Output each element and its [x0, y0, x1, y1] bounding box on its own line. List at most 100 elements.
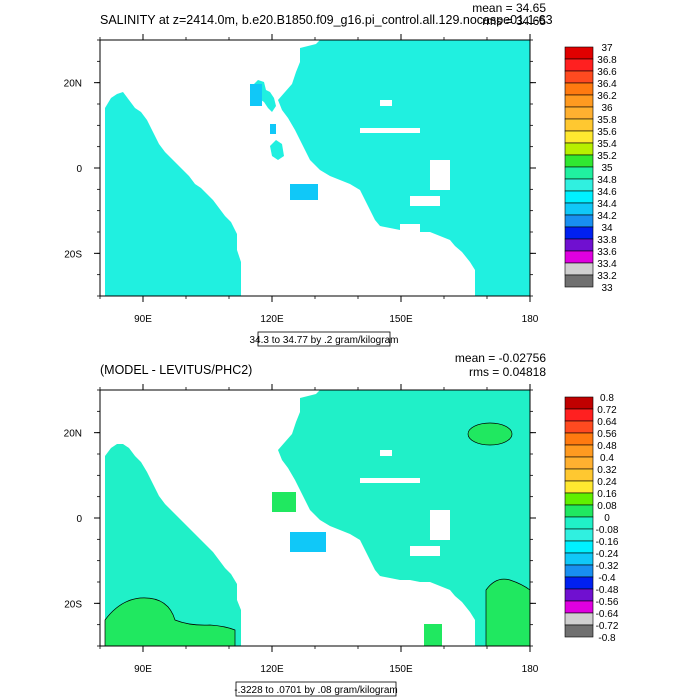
colorbar-label: 34.2 — [597, 211, 617, 222]
y-tick-label: 20S — [64, 249, 82, 260]
y-tick-label: 20S — [64, 599, 82, 610]
x-tick-label: 90E — [134, 314, 152, 325]
colorbar-swatch — [564, 178, 594, 192]
panel2-range-box — [235, 681, 397, 697]
colorbar-label: 36.8 — [597, 55, 617, 66]
colorbar-swatch — [564, 94, 594, 108]
colorbar-swatch — [564, 456, 594, 470]
colorbar-label: -0.72 — [596, 621, 619, 632]
colorbar-label: 33.4 — [597, 259, 617, 270]
land-bit-1 — [380, 100, 392, 106]
x-tick-label: 180 — [522, 314, 539, 325]
panel-salinity: SALINITY at z=2414.0m, b.e20.B1850.f09_g… — [64, 1, 617, 347]
colorbar-label: -0.56 — [596, 597, 619, 608]
diff-patch-positive-center — [272, 492, 296, 512]
colorbar-swatch — [564, 82, 594, 96]
panel1-title: SALINITY at z=2414.0m, b.e20.B1850.f09_g… — [100, 13, 553, 27]
x-tick-label: 120E — [260, 314, 284, 325]
colorbar-label: 34.8 — [597, 175, 617, 186]
panel2-rms: rms = 0.04818 — [469, 365, 546, 379]
colorbar-swatch — [564, 250, 594, 264]
land-bit-6 — [400, 224, 420, 232]
colorbar-label: 36.2 — [597, 91, 617, 102]
colorbar-label: 0.32 — [597, 465, 617, 476]
y-tick-label: 20N — [64, 79, 82, 90]
colorbar-swatch — [564, 142, 594, 156]
colorbar-label: 0.72 — [597, 405, 617, 416]
colorbar-label: 0.08 — [597, 501, 617, 512]
y-tick-label: 0 — [76, 514, 82, 525]
colorbar-label: 33.8 — [597, 235, 617, 246]
colorbar-label: 36 — [601, 103, 613, 114]
panel2-mean: mean = -0.02756 — [455, 351, 546, 365]
colorbar-swatch — [564, 214, 594, 228]
patch-low-salinity-2 — [270, 124, 276, 134]
colorbar-swatch — [564, 106, 594, 120]
colorbar-label: 0.56 — [597, 429, 617, 440]
panel1-mean: mean = 34.65 — [472, 1, 546, 15]
panel2-range-label: -.3228 to .0701 by .08 gram/kilogram — [234, 685, 397, 696]
diff-land-bit-5 — [462, 626, 472, 646]
colorbar-swatch — [564, 396, 594, 410]
land-bit-5 — [462, 276, 472, 296]
colorbar-swatch — [564, 226, 594, 240]
panel1-map — [105, 40, 530, 296]
x-tick-label: 120E — [260, 664, 284, 675]
y-tick-label: 0 — [76, 164, 82, 175]
colorbar-swatch — [564, 420, 594, 434]
colorbar-label: -0.48 — [596, 585, 619, 596]
colorbar-swatch — [564, 58, 594, 72]
colorbar-swatch — [564, 528, 594, 542]
panel1-rms: rms = 34.65 — [482, 14, 546, 28]
land-bit-4 — [410, 196, 440, 206]
ocean-south-east-bits — [480, 236, 530, 296]
colorbar-label: 36.4 — [597, 79, 617, 90]
colorbar-label: 0 — [604, 513, 610, 524]
panel2-colorbar: 0.80.720.640.560.480.40.320.240.160.080-… — [564, 393, 619, 644]
colorbar-swatch — [564, 504, 594, 518]
colorbar-label: 0.48 — [597, 441, 617, 452]
colorbar-swatch — [564, 432, 594, 446]
diff-land-bit-4 — [410, 546, 440, 556]
colorbar-swatch — [564, 202, 594, 216]
colorbar-label: -0.08 — [596, 525, 619, 536]
colorbar-label: -0.4 — [598, 573, 616, 584]
colorbar-swatch — [564, 552, 594, 566]
colorbar-swatch — [564, 516, 594, 530]
colorbar-swatch — [564, 600, 594, 614]
colorbar-label: 36.6 — [597, 67, 617, 78]
colorbar-swatch — [564, 262, 594, 276]
diff-land-bit-1 — [380, 450, 392, 456]
colorbar-swatch — [564, 492, 594, 506]
colorbar-swatch — [564, 274, 594, 288]
colorbar-swatch — [564, 444, 594, 458]
colorbar-swatch — [564, 118, 594, 132]
colorbar-label: 34 — [601, 223, 613, 234]
colorbar-swatch — [564, 612, 594, 626]
colorbar-label: 0.24 — [597, 477, 617, 488]
colorbar-label: 0.16 — [597, 489, 617, 500]
colorbar-swatch — [564, 238, 594, 252]
colorbar-label: 37 — [601, 43, 613, 54]
colorbar-swatch — [564, 190, 594, 204]
land-bit-3 — [430, 160, 450, 190]
colorbar-label: -0.64 — [596, 609, 619, 620]
colorbar-label: 35 — [601, 163, 613, 174]
panel2-axes: 90E 120E 150E 180 20N 0 20S — [64, 384, 539, 675]
diff-patch-positive-southwest — [104, 597, 236, 647]
colorbar-label: 35.8 — [597, 115, 617, 126]
colorbar-label: 35.4 — [597, 139, 617, 150]
panel1-range-label: 34.3 to 34.77 by .2 gram/kilogram — [250, 335, 399, 346]
panel1-colorbar: 3736.836.636.436.23635.835.635.435.23534… — [564, 43, 617, 294]
colorbar-label: 0.64 — [597, 417, 617, 428]
colorbar-label: 33 — [601, 283, 613, 294]
diff-ocean-east — [278, 390, 530, 646]
ocean-region-east — [278, 40, 530, 296]
patch-low-salinity-3 — [290, 184, 318, 200]
colorbar-swatch — [564, 624, 594, 638]
colorbar-label: 0.4 — [600, 453, 614, 464]
colorbar-label: 34.4 — [597, 199, 617, 210]
diff-patch-positive-southeast — [485, 578, 531, 647]
panel1-axes: 90E 120E 150E 180 20N 0 20S — [64, 34, 539, 325]
